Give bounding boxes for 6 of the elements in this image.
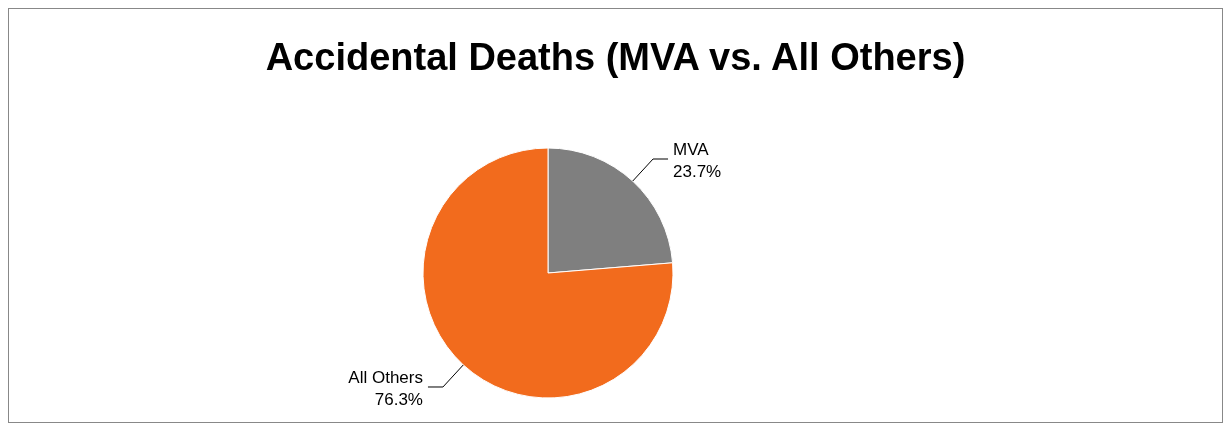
slice-label: MVA (673, 140, 710, 160)
data-label: 23.7% (673, 162, 722, 182)
slice-label: All Others (348, 367, 423, 387)
chart-title: Accidental Deaths (MVA vs. All Others) (265, 36, 966, 78)
pie-slice (422, 147, 674, 399)
data-label: 76.3% (374, 389, 423, 409)
